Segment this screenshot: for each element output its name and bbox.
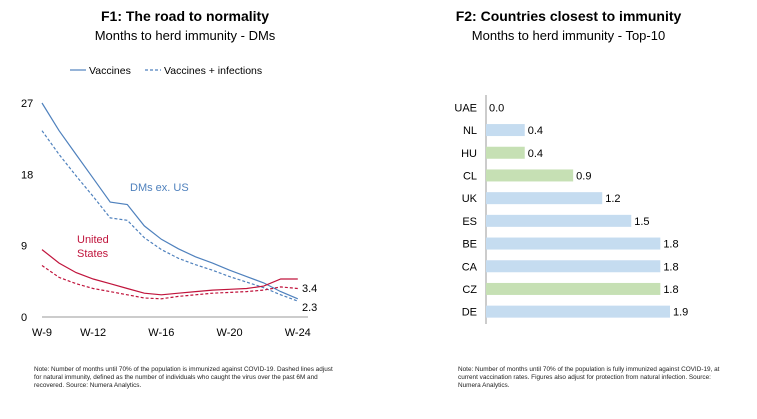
bar-es — [486, 214, 632, 227]
y-tick-label: 18 — [21, 169, 33, 181]
annotation-states: States — [77, 248, 109, 260]
bar-be — [486, 237, 661, 250]
bar-ca — [486, 260, 661, 273]
legend: Vaccines Vaccines + infections — [70, 65, 262, 77]
y-tick-label: 27 — [21, 98, 33, 110]
category-label: CA — [462, 261, 478, 273]
series-line-dms-ex-us-solid — [41, 102, 299, 300]
bar-value-label: 1.5 — [634, 216, 649, 228]
panel-f1: F1: The road to normality Months to herd… — [0, 0, 370, 419]
x-tick-label: W-9 — [32, 327, 52, 339]
end-label-dms: 2.3 — [302, 302, 317, 314]
chart-subtitle-f2: Months to herd immunity - Top-10 — [471, 28, 666, 43]
chart-subtitle-f1: Months to herd immunity - DMs — [94, 28, 276, 43]
category-label: CZ — [462, 284, 477, 296]
y-tick-label: 0 — [21, 312, 27, 324]
bar-cl — [486, 169, 574, 182]
legend-label-vaccines-infections: Vaccines + infections — [164, 65, 262, 77]
x-tick-label: W-24 — [285, 327, 311, 339]
bar-value-label: 0.4 — [528, 148, 543, 160]
x-tick-label: W-12 — [80, 327, 106, 339]
category-label: NL — [463, 125, 477, 137]
category-label: HU — [461, 148, 477, 160]
note-f2: Note: Number of months until 70% of the … — [458, 366, 720, 389]
panel-f2: F2: Countries closest to immunity Months… — [380, 0, 757, 419]
bar-nl — [486, 124, 525, 137]
series-line-united-states-dashed — [41, 265, 298, 300]
category-label: UK — [462, 193, 478, 205]
line-chart: Vaccines Vaccines + infections 0 9 18 27 W-… — [21, 65, 317, 339]
y-tick-label: 9 — [21, 241, 27, 253]
x-tick-label: W-16 — [148, 327, 174, 339]
bar-value-label: 1.2 — [605, 193, 620, 205]
note-f1: Note: Number of months until 70% of the … — [34, 366, 333, 389]
bar-value-label: 1.8 — [663, 239, 678, 251]
category-label: ES — [462, 216, 477, 228]
bar-value-label: 1.9 — [673, 307, 688, 319]
bar-hu — [486, 146, 525, 159]
bar-value-label: 1.8 — [663, 284, 678, 296]
series-line-dms-ex-us-dashed — [41, 130, 299, 302]
legend-label-vaccines: Vaccines — [89, 65, 131, 77]
series-line-united-states-solid — [41, 249, 298, 296]
category-label: CL — [463, 170, 477, 182]
annotation-united: United — [77, 234, 109, 246]
bar-value-label: 0.0 — [489, 102, 504, 114]
chart-title-f2: F2: Countries closest to immunity — [455, 8, 682, 24]
bar-chart: UAE 0.0 NL 0.4 HU 0.4 CL 0.9 UK 1.2 ES 1.5 BE 1.8 CA 1.… — [454, 95, 688, 324]
category-label: UAE — [454, 102, 477, 114]
bar-cz — [486, 282, 661, 295]
category-label: DE — [462, 307, 477, 319]
annotation-dms-ex-us: DMs ex. US — [130, 182, 189, 194]
chart-title-f1: F1: The road to normality — [100, 8, 269, 24]
bar-value-label: 0.9 — [576, 170, 591, 182]
end-label-us: 3.4 — [302, 283, 317, 295]
x-tick-label: W-20 — [217, 327, 243, 339]
category-label: BE — [462, 239, 477, 251]
bar-value-label: 1.8 — [663, 261, 678, 273]
bar-uk — [486, 192, 603, 205]
bar-value-label: 0.4 — [528, 125, 543, 137]
bar-de — [486, 305, 670, 318]
